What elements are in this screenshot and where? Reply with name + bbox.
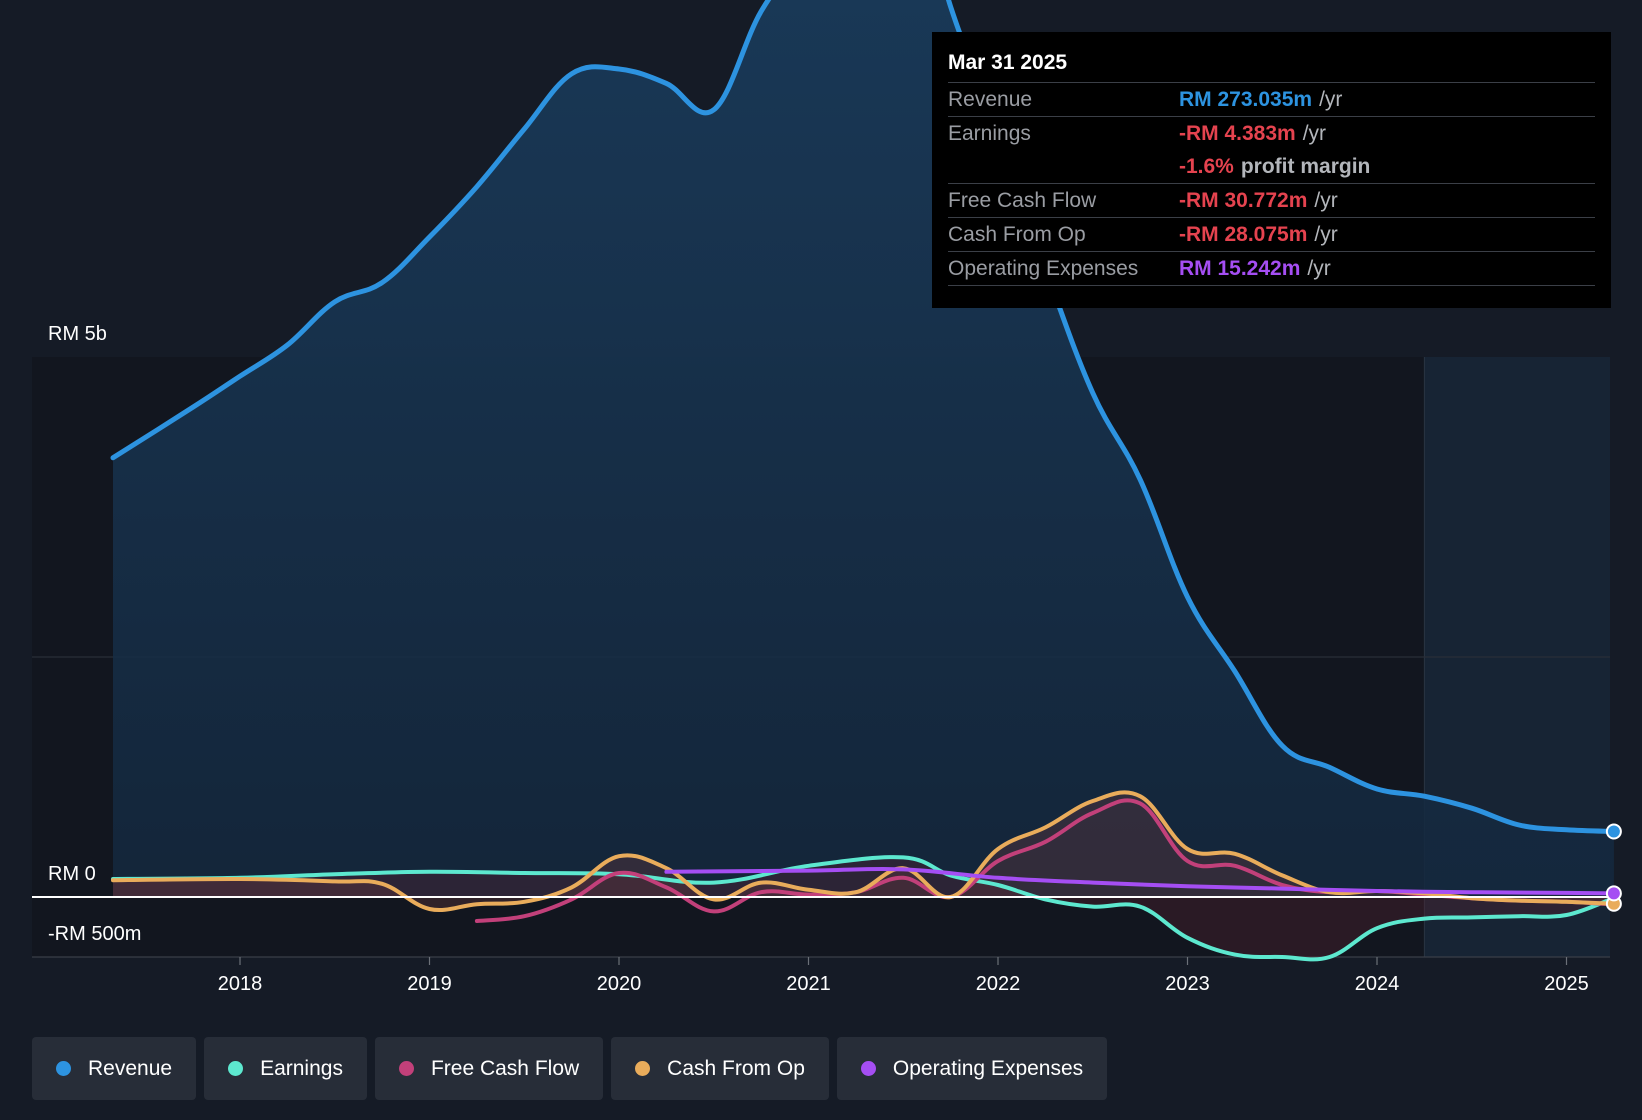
legend-label: Revenue bbox=[88, 1056, 173, 1080]
y-axis-label-zero: RM 0 bbox=[48, 863, 96, 885]
operating-expenses-endpoint bbox=[1605, 885, 1622, 902]
y-axis-label-top: RM 5b bbox=[48, 323, 107, 345]
legend-dot-icon bbox=[228, 1061, 244, 1076]
revenue-area bbox=[113, 0, 1614, 897]
legend-item-operating-expenses[interactable]: Operating Expenses bbox=[836, 1037, 1108, 1100]
tooltip-label: Free Cash Flow bbox=[948, 189, 1097, 212]
revenue-endpoint bbox=[1605, 823, 1622, 840]
x-tick-label: 2025 bbox=[1544, 973, 1589, 995]
tooltip-panel: Mar 31 2025 Revenue RM 273.035m /yr Earn… bbox=[932, 32, 1611, 308]
tooltip-unit: /yr bbox=[1307, 257, 1331, 280]
x-tick-label: 2021 bbox=[786, 973, 831, 995]
x-tick-label: 2020 bbox=[597, 973, 642, 995]
tooltip-value: -1.6% bbox=[1179, 155, 1234, 178]
legend-dot-icon bbox=[56, 1061, 71, 1076]
legend-label: Operating Expenses bbox=[892, 1056, 1084, 1080]
legend-dot-icon bbox=[635, 1061, 651, 1076]
legend-item-revenue[interactable]: Revenue bbox=[32, 1037, 197, 1100]
tooltip-divider bbox=[948, 285, 1595, 287]
tooltip-row-profit-margin: -1.6% profit margin bbox=[948, 150, 1595, 183]
x-tick-label: 2022 bbox=[976, 973, 1021, 995]
x-tick-label: 2018 bbox=[218, 973, 263, 995]
tooltip-value: -RM 4.383m bbox=[1179, 122, 1296, 145]
cash-from-op-area bbox=[113, 792, 1614, 911]
tooltip-label: Operating Expenses bbox=[948, 257, 1139, 280]
operating-expenses-line bbox=[664, 866, 1616, 896]
tooltip-unit: /yr bbox=[1314, 189, 1338, 212]
x-tick-label: 2024 bbox=[1355, 973, 1400, 995]
tooltip-row-cash-from-op: Cash From Op -RM 28.075m /yr bbox=[948, 217, 1595, 251]
legend-item-cash-from-op[interactable]: Cash From Op bbox=[611, 1037, 829, 1100]
tooltip-unit: /yr bbox=[1314, 223, 1338, 246]
tooltip-value: RM 15.242m bbox=[1179, 257, 1301, 280]
tooltip-label: Cash From Op bbox=[948, 223, 1086, 246]
tooltip-date: Mar 31 2025 bbox=[948, 51, 1068, 74]
legend: Revenue Earnings Free Cash Flow Cash Fro… bbox=[32, 1037, 1108, 1100]
tooltip-unit: /yr bbox=[1319, 88, 1343, 111]
legend-item-earnings[interactable]: Earnings bbox=[204, 1037, 367, 1100]
tooltip-label: Earnings bbox=[948, 122, 1031, 145]
legend-dot-icon bbox=[398, 1061, 414, 1076]
tooltip-unit: /yr bbox=[1302, 122, 1327, 145]
revenue-line bbox=[110, 0, 1617, 834]
tooltip-row-free-cash-flow: Free Cash Flow -RM 30.772m /yr bbox=[948, 183, 1595, 217]
tooltip-value: -RM 28.075m bbox=[1179, 223, 1308, 246]
legend-dot-icon bbox=[860, 1061, 876, 1076]
earnings-line bbox=[111, 855, 1616, 962]
tooltip-value: RM 273.035m bbox=[1179, 88, 1313, 111]
x-tick-label: 2023 bbox=[1165, 973, 1210, 995]
tooltip-row-earnings: Earnings -RM 4.383m /yr bbox=[948, 116, 1595, 150]
tooltip-row-operating-expenses: Operating Expenses RM 15.242m /yr bbox=[948, 251, 1595, 285]
tooltip-label bbox=[948, 150, 1179, 183]
y-axis-label-bottom: -RM 500m bbox=[48, 923, 141, 945]
x-tick-label: 2019 bbox=[407, 973, 452, 995]
legend-item-free-cash-flow[interactable]: Free Cash Flow bbox=[374, 1037, 604, 1100]
tooltip-label: Revenue bbox=[948, 88, 1033, 111]
legend-label: Cash From Op bbox=[667, 1056, 805, 1080]
earnings-area bbox=[113, 857, 1614, 960]
legend-label: Earnings bbox=[260, 1056, 343, 1080]
legend-label: Free Cash Flow bbox=[430, 1056, 580, 1080]
tooltip-unit: profit margin bbox=[1240, 155, 1371, 178]
tooltip-row-revenue: Revenue RM 273.035m /yr bbox=[948, 82, 1595, 116]
tooltip-value: -RM 30.772m bbox=[1179, 189, 1308, 212]
